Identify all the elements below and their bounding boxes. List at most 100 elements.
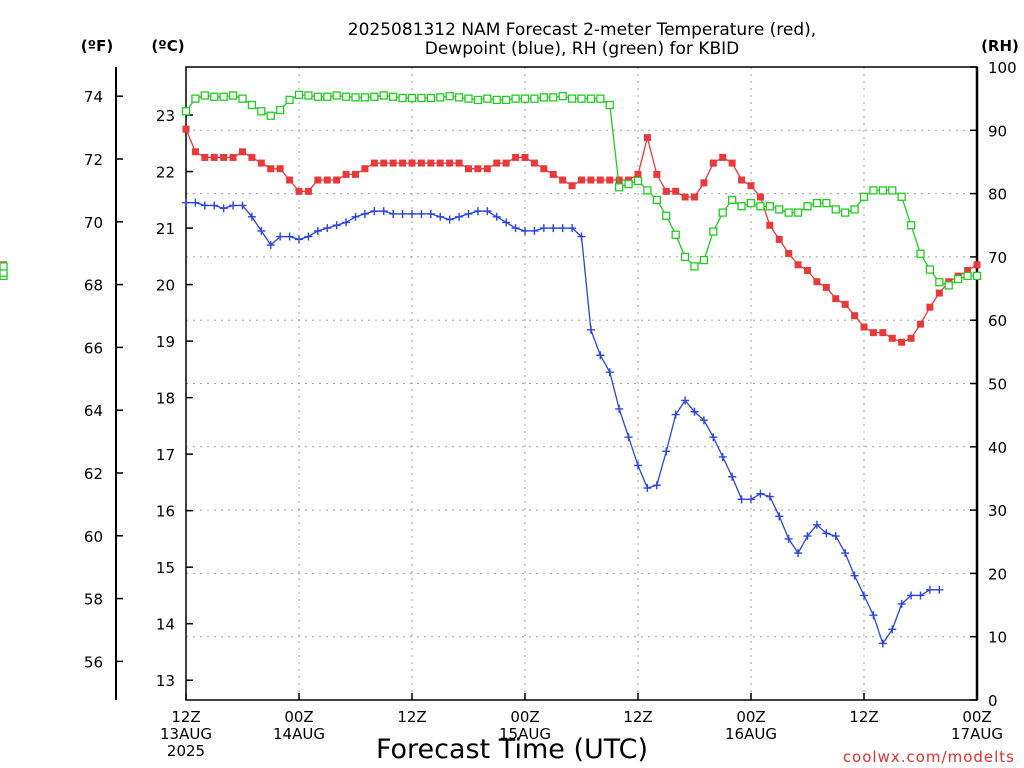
dewpoint-point <box>455 212 464 221</box>
dewpoint-point <box>841 549 850 558</box>
temperature-point <box>643 134 651 142</box>
dewpoint-point <box>247 212 256 221</box>
rh-point <box>247 100 257 110</box>
temperature-point <box>399 159 407 167</box>
rh-point <box>417 93 426 103</box>
rh-point <box>539 93 548 102</box>
rh-point <box>643 186 652 195</box>
rh-point <box>360 93 370 102</box>
temperature-point <box>333 176 341 184</box>
dewpoint-point <box>549 224 558 233</box>
celsius-tick-label: 17 <box>156 446 175 464</box>
dewpoint-point <box>652 481 661 490</box>
temperature-point <box>851 312 859 320</box>
rh-point <box>181 107 191 116</box>
temperature-point <box>559 176 567 184</box>
rh-point <box>219 92 228 101</box>
celsius-tick-label: 21 <box>156 220 175 238</box>
dewpoint-point <box>718 452 727 461</box>
rh-point <box>746 198 756 208</box>
temperature-point <box>455 159 463 167</box>
rh-point <box>294 90 304 100</box>
rh-tick-label: 60 <box>988 312 1007 330</box>
temperature-point <box>427 159 435 167</box>
temperature-point <box>766 221 774 229</box>
rh-point <box>304 91 313 100</box>
rh-point <box>906 221 916 230</box>
dewpoint-point <box>831 532 840 541</box>
temperature-point <box>267 165 275 173</box>
rh-point <box>276 105 285 115</box>
rh-point <box>191 94 200 103</box>
dewpoint-point <box>728 472 737 481</box>
temperature-point <box>653 170 661 178</box>
temperature-point <box>286 176 294 184</box>
temperature-point <box>248 153 256 161</box>
x-tick-label: 12Z <box>623 708 652 726</box>
temperature-point <box>257 159 265 167</box>
temperature-point <box>756 193 764 201</box>
temperature-point <box>578 176 585 184</box>
fahrenheit-tick-label: 64 <box>84 402 103 420</box>
rh-point <box>699 255 709 265</box>
dewpoint-point <box>624 433 633 442</box>
rh-point <box>662 211 671 220</box>
celsius-tick-label: 19 <box>156 333 175 351</box>
temperature-point <box>568 182 576 190</box>
rh-point <box>285 95 294 105</box>
dewpoint-point <box>775 512 784 521</box>
dewpoint-point <box>464 209 473 218</box>
temperature-point <box>417 159 425 167</box>
temperature-point <box>304 187 312 195</box>
celsius-unit-label: (ºC) <box>151 37 184 55</box>
dewpoint-point <box>925 585 934 594</box>
rh-unit-label: (RH) <box>981 37 1019 55</box>
rh-point <box>850 205 859 214</box>
dewpoint-point <box>586 325 595 334</box>
temperature-point <box>493 159 501 167</box>
rh-point <box>859 192 869 201</box>
credit-label: coolwx.com/modelts <box>843 748 1015 766</box>
rh-point <box>520 94 530 103</box>
dewpoint-point <box>398 209 407 218</box>
rh-point <box>831 205 840 214</box>
rh-tick-label: 40 <box>988 439 1007 457</box>
dewpoint-point <box>323 224 332 233</box>
fahrenheit-unit-label: (ºF) <box>81 37 113 55</box>
rh-point <box>257 107 266 116</box>
temperature-point <box>370 159 378 167</box>
temperature-point <box>446 159 454 167</box>
celsius-tick-label: 14 <box>156 616 175 634</box>
fahrenheit-tick-label: 70 <box>84 214 103 232</box>
x-tick-label: 12Z <box>849 708 878 726</box>
rh-tick-label: 90 <box>988 122 1007 140</box>
x-tick-label: 16AUG <box>725 725 777 743</box>
chart-title-line: Dewpoint (blue), RH (green) for KBID <box>425 39 740 59</box>
rh-point <box>944 281 953 290</box>
temperature-point <box>615 176 623 184</box>
temperature-point <box>587 176 595 184</box>
rh-point <box>652 195 661 205</box>
rh-point <box>615 183 624 192</box>
dewpoint-point <box>605 368 614 377</box>
rh-point <box>567 94 577 103</box>
celsius-tick-label: 13 <box>156 672 175 690</box>
dewpoint-point <box>643 484 652 493</box>
rh-point <box>963 271 972 281</box>
rh-point <box>916 249 925 258</box>
rh-point <box>765 202 774 211</box>
temperature-point <box>201 153 209 161</box>
fahrenheit-tick-label: 72 <box>84 151 103 169</box>
temperature-point <box>634 170 642 178</box>
temperature-point <box>436 159 444 167</box>
dewpoint-point <box>907 591 916 600</box>
dewpoint-point <box>699 416 708 425</box>
dewpoint-point <box>869 611 878 620</box>
dewpoint-point <box>285 232 294 241</box>
temperature-point <box>747 182 755 190</box>
rh-point <box>671 230 680 239</box>
rh-point <box>266 111 275 120</box>
rh-point <box>492 95 501 105</box>
temperature-point <box>719 153 727 161</box>
x-tick-label: 12Z <box>397 708 426 726</box>
